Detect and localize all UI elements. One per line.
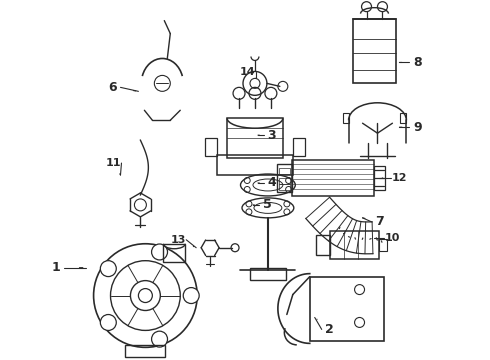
Text: 8: 8: [413, 56, 422, 69]
Circle shape: [100, 315, 116, 330]
Bar: [205, 138, 217, 156]
Bar: [277, 164, 292, 192]
Bar: [125, 345, 165, 357]
Bar: [279, 178, 290, 184]
Bar: [163, 244, 185, 262]
Text: 2: 2: [325, 323, 334, 336]
Text: 13: 13: [171, 235, 186, 245]
Text: 4: 4: [268, 176, 276, 189]
Bar: [400, 113, 406, 123]
Text: 11: 11: [106, 158, 121, 168]
Text: 7: 7: [375, 215, 384, 228]
Text: 12: 12: [392, 173, 407, 183]
Bar: [217, 155, 293, 175]
Bar: [330, 231, 379, 259]
Bar: [373, 166, 386, 190]
Bar: [250, 268, 286, 280]
Text: 3: 3: [268, 129, 276, 142]
Text: 10: 10: [385, 233, 400, 243]
Bar: [379, 239, 388, 251]
Bar: [343, 113, 348, 123]
Circle shape: [183, 288, 199, 303]
Bar: [293, 138, 305, 156]
Text: 9: 9: [413, 121, 422, 134]
Text: 5: 5: [263, 198, 271, 211]
Text: 1: 1: [51, 261, 60, 274]
Circle shape: [100, 261, 116, 276]
Bar: [316, 235, 330, 255]
Bar: [310, 276, 385, 341]
Text: 6: 6: [108, 81, 117, 94]
Bar: [353, 19, 396, 84]
Bar: [279, 184, 290, 190]
Bar: [279, 168, 290, 174]
Text: 14: 14: [240, 67, 256, 77]
Circle shape: [151, 244, 168, 260]
Circle shape: [151, 331, 168, 347]
Bar: [292, 160, 373, 196]
Bar: [227, 118, 283, 158]
